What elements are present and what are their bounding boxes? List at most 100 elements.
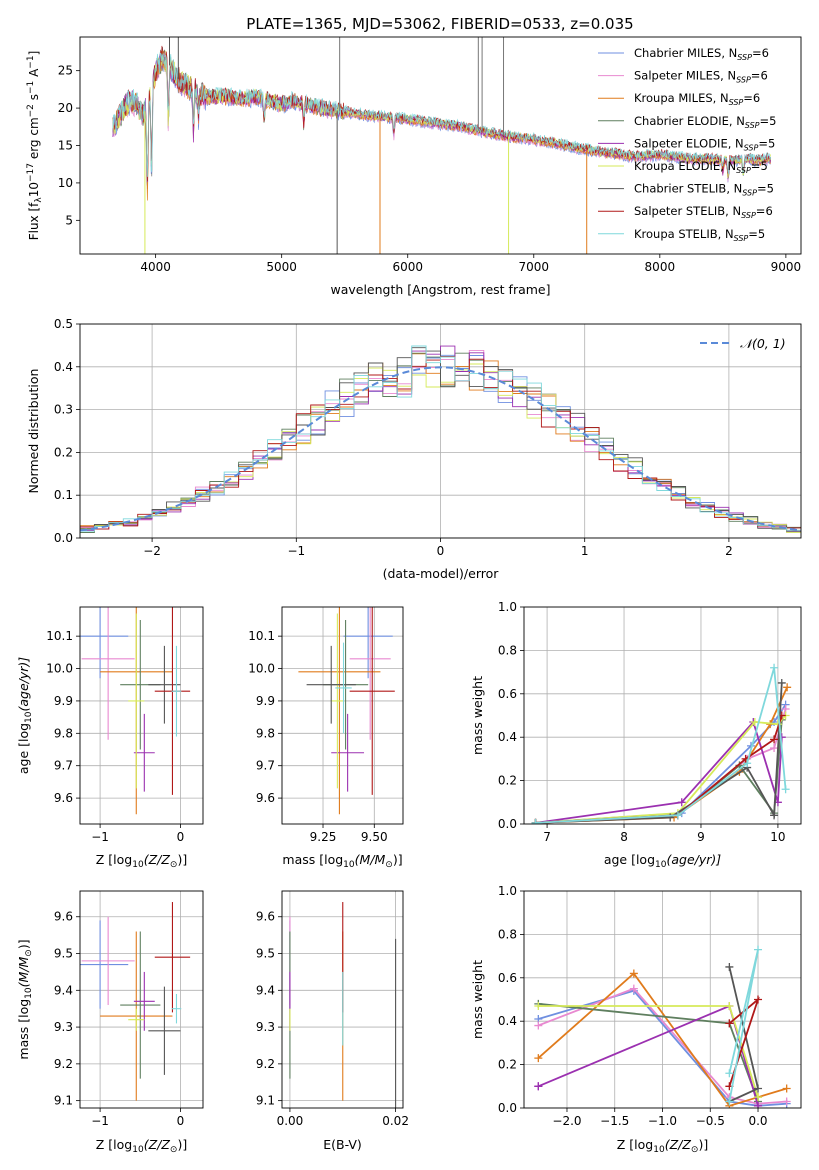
spectrum-panel: 4000 5000 6000 7000 8000 9000 5 10 15 20 25 wavelen… [26,36,802,297]
x-tick-label: 9000 [771,260,802,274]
spectrum-line [112,52,772,177]
label-part: mass [log [282,852,343,867]
weight-marker [770,663,779,672]
label-part: −1 [26,81,36,94]
label-part: )] [177,852,187,867]
figure-title: PLATE=1365, MJD=53062, FIBERID=0533, z=0… [246,15,633,33]
x-tick-label: 5000 [266,260,297,274]
legend-entry: Chabrier STELIB, NSSP=5 [634,182,774,198]
x-axis-label: age [log10(age/yr)] [604,852,721,870]
weight-vs-metallicity-panel: −2.0 −1.5 −1.0 −0.5 0.0 0.0 0.2 0.4 0.6 0.8 1.0 Z [… [470,884,802,1155]
y-tick-label: 9.4 [54,983,73,997]
label-part: )] [393,852,403,867]
label-part: N [720,91,729,105]
weight-line [538,1005,759,1098]
label-part: (Z/Z [665,1137,692,1152]
label-part: ⊙ [385,860,393,870]
weight-marker [534,1082,543,1091]
label-part: Kroupa ELODIE [634,159,720,173]
legend-entry: Kroupa MILES, NSSP=6 [634,91,760,107]
weight-marker [754,1084,763,1093]
axes-frame [79,323,802,539]
x-axis-label: Z [log10(Z/Z⊙)] [96,1137,187,1155]
x-tick-label: −2 [143,544,161,558]
label-part: Salpeter STELIB [634,204,725,218]
y-tick-label: 5 [65,213,73,227]
x-tick-label: −1 [287,544,305,558]
gaussian-curve [80,366,801,532]
weight-marker [770,744,779,753]
y-tick-label: 1.0 [498,884,517,898]
y-tick-label: 0.6 [498,971,517,985]
label-part: SSP [745,121,760,130]
y-axis-label: mass [log10(M/M⊙)] [16,939,34,1059]
label-part: N [736,114,745,128]
label-part: SSP [741,211,756,220]
label-part: E(B-V) [323,1137,362,1152]
label-part: Kroupa MILES [634,91,713,105]
legend-entry: Kroupa ELODIE, NSSP=5 [634,159,768,175]
plot-area [524,607,801,824]
label-part: −2 [26,104,36,117]
label-part: 10 [132,1145,144,1155]
label-part: , [718,227,725,241]
y-tick-label: 9.5 [256,947,275,961]
y-axis-label: age [log10(age/yr)] [16,657,34,774]
x-tick-label: 6000 [392,260,423,274]
label-part: 10 [653,1145,665,1155]
label-part: λ [34,197,44,203]
y-tick-label: 9.3 [256,1020,275,1034]
label-part: −1 [26,55,36,68]
x-tick-label: 0 [177,1114,185,1128]
x-tick-label: 10 [770,830,785,844]
legend-entry: Salpeter STELIB, NSSP=6 [634,204,773,220]
y-tick-label: 10.1 [46,629,73,643]
label-part: (M/M [355,852,386,867]
y-tick-label: 0.8 [498,927,517,941]
label-part: , [726,182,733,196]
y-tick-label: 15 [58,139,73,153]
label-part: N [732,204,741,218]
weight-marker [754,1093,763,1102]
weight-line [538,1002,759,1102]
weight-marker [781,785,790,794]
label-part: 5 [767,182,774,196]
x-tick-label: 0.02 [382,1114,409,1128]
label-part: 6 [762,46,769,60]
plot-area [112,37,772,254]
label-part: , [728,136,735,150]
label-part: (age/yr)] [666,852,721,867]
x-axis-label: (data-model)/error [383,566,500,581]
label-part: , [725,204,732,218]
label-part: A [27,68,41,81]
y-tick-label: 9.4 [256,983,275,997]
label-part: = [758,136,768,150]
y-tick-label: 9.2 [54,1057,73,1071]
label-part: 10 [24,711,34,723]
x-tick-label: 8000 [645,260,676,274]
plot-area [282,607,403,824]
y-tick-label: 0.4 [54,360,73,374]
weight-line [728,949,759,1102]
label-part: 10 [132,860,144,870]
axes-frame [281,606,404,825]
label-part: 6 [753,91,760,105]
label-part: N [725,227,734,241]
y-tick-label: 9.5 [54,947,73,961]
weight-marker [770,735,779,744]
axes-frame [79,606,204,825]
y-tick-label: 9.1 [54,1094,73,1108]
x-tick-label: 9.25 [310,830,337,844]
grid [80,891,203,1108]
x-tick-label: −1.0 [648,1114,677,1128]
label-part: 5 [760,159,767,173]
label-part: Z [log [617,1137,653,1152]
y-tick-label: 10.0 [248,662,275,676]
label-part: 6 [765,204,772,218]
y-tick-label: 0.0 [54,531,73,545]
x-tick-label: 9 [697,830,705,844]
label-part: = [756,204,766,218]
x-tick-label: 7 [543,830,551,844]
label-part: mass [log [16,999,31,1060]
